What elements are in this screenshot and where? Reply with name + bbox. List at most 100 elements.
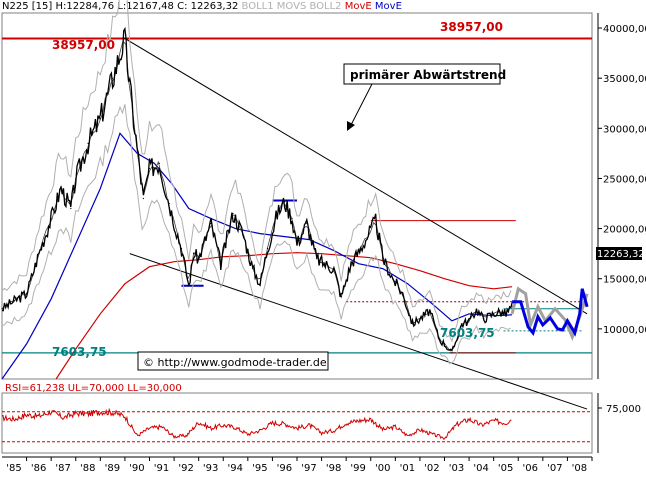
- price-point: [375, 219, 377, 222]
- price-point: [360, 248, 362, 250]
- price-point: [411, 323, 414, 325]
- price-point: [70, 207, 72, 210]
- price-point: [475, 309, 478, 311]
- x-tick-label: '91: [154, 463, 169, 474]
- price-point: [451, 352, 453, 354]
- price-point: [112, 77, 114, 79]
- price-point: [402, 293, 404, 295]
- price-point: [193, 253, 195, 255]
- rsi-tick-label: 75,000: [606, 404, 641, 415]
- price-point: [168, 202, 170, 205]
- price-point: [443, 343, 446, 345]
- price-point: [232, 212, 234, 215]
- price-point: [25, 293, 28, 295]
- price-point: [75, 177, 77, 180]
- price-point: [306, 222, 308, 225]
- copyright-text: © http://www.godmode-trader.de: [143, 356, 327, 369]
- price-point: [142, 197, 144, 200]
- price-point: [468, 320, 470, 322]
- projection-paths: [510, 286, 589, 341]
- horizontal-levels: [2, 37, 592, 354]
- price-point: [266, 248, 269, 250]
- price-point: [316, 258, 318, 260]
- x-tick-label: '88: [80, 463, 95, 474]
- price-point: [392, 278, 394, 280]
- y-tick-label: 40000,00: [603, 24, 646, 35]
- price-point: [276, 212, 278, 215]
- x-tick-label: '95: [252, 463, 267, 474]
- price-point: [296, 243, 298, 245]
- x-tick-label: '94: [228, 463, 243, 474]
- price-point: [210, 222, 212, 225]
- x-tick-label: '03: [449, 463, 464, 474]
- symbol-label: N225 [15]: [2, 1, 53, 12]
- y-tick-label: 30000,00: [603, 124, 646, 135]
- price-point: [220, 263, 222, 265]
- price-point: [505, 313, 507, 315]
- price-point: [148, 167, 151, 170]
- price-point: [490, 314, 492, 316]
- x-tick-label: '99: [350, 463, 365, 474]
- x-tick-label: '97: [301, 463, 316, 474]
- y-tick-label: 20000,00: [603, 225, 646, 236]
- x-tick-label: '98: [326, 463, 341, 474]
- moving-averages: [1, 132, 513, 380]
- level-high-label-left: 38957,00: [52, 38, 115, 52]
- rsi-plot-frame: [1, 392, 593, 454]
- price-point: [350, 263, 352, 265]
- price-point: [1, 308, 3, 310]
- price-point: [252, 268, 254, 270]
- moving-average-red: [55, 252, 513, 380]
- ohlc-label: H:12284,76 L:12167,48 C: 12263,32: [55, 1, 239, 12]
- price-point: [242, 233, 244, 235]
- x-tick-label: '90: [129, 463, 144, 474]
- rsi-panel: 75,000: [1, 404, 641, 443]
- y-tick-label: 35000,00: [603, 74, 646, 85]
- boll1-label: BOLL1: [241, 1, 274, 12]
- price-point: [382, 258, 384, 260]
- price-point: [340, 296, 342, 298]
- move-red-label: MovE: [344, 1, 372, 12]
- trend-annotation: primärer Abwärtstrend: [343, 63, 506, 131]
- x-tick-label: '02: [424, 463, 439, 474]
- x-tick-label: '08: [572, 463, 587, 474]
- trend-annotation-text: primärer Abwärtstrend: [350, 68, 506, 82]
- price-point: [419, 318, 421, 320]
- price-point: [50, 217, 52, 220]
- price-point: [60, 187, 62, 190]
- price-point: [429, 310, 431, 312]
- price-line: [1, 26, 513, 352]
- price-point: [291, 217, 293, 220]
- price-point: [497, 311, 500, 313]
- price-point: [99, 117, 101, 119]
- price-point: [461, 323, 463, 325]
- price-point: [259, 283, 261, 285]
- chart-header: N225 [15] H:12284,76 L:12167,48 C: 12263…: [2, 1, 402, 12]
- x-tick-label: '86: [31, 463, 46, 474]
- x-tick-label: '96: [277, 463, 292, 474]
- low-annotation-label: 7603,75: [440, 326, 495, 340]
- price-point: [438, 339, 441, 341]
- price-point: [87, 142, 89, 144]
- trend-annotation-arrowhead: [347, 121, 355, 131]
- trend-channel: [124, 38, 588, 410]
- current-value-bg: [596, 247, 642, 260]
- price-point: [13, 300, 15, 302]
- price-point: [483, 318, 485, 320]
- bollinger-lower: [1, 104, 512, 364]
- price-point: [333, 268, 335, 270]
- projection-blue: [512, 288, 589, 337]
- copyright-box: © http://www.godmode-trader.de: [137, 351, 329, 371]
- y-tick-label: 25000,00: [603, 174, 646, 185]
- x-axis-ticks: '85 '86 '87 '88 '89 '90 '91 '92 '93 '94 '95 '96 '97 '…: [6, 457, 593, 474]
- rsi-line: [1, 407, 512, 440]
- price-point: [198, 258, 200, 260]
- current-value-tag: 12263,32: [596, 247, 645, 260]
- boll2-label: BOLL2: [309, 1, 342, 12]
- y-tick-label: 15000,00: [603, 275, 646, 286]
- x-tick-label: '00: [375, 463, 390, 474]
- price-point: [323, 263, 325, 265]
- x-tick-label: '07: [547, 463, 562, 474]
- trend-channel-upper: [124, 38, 588, 315]
- bollinger-upper: [1, 0, 512, 343]
